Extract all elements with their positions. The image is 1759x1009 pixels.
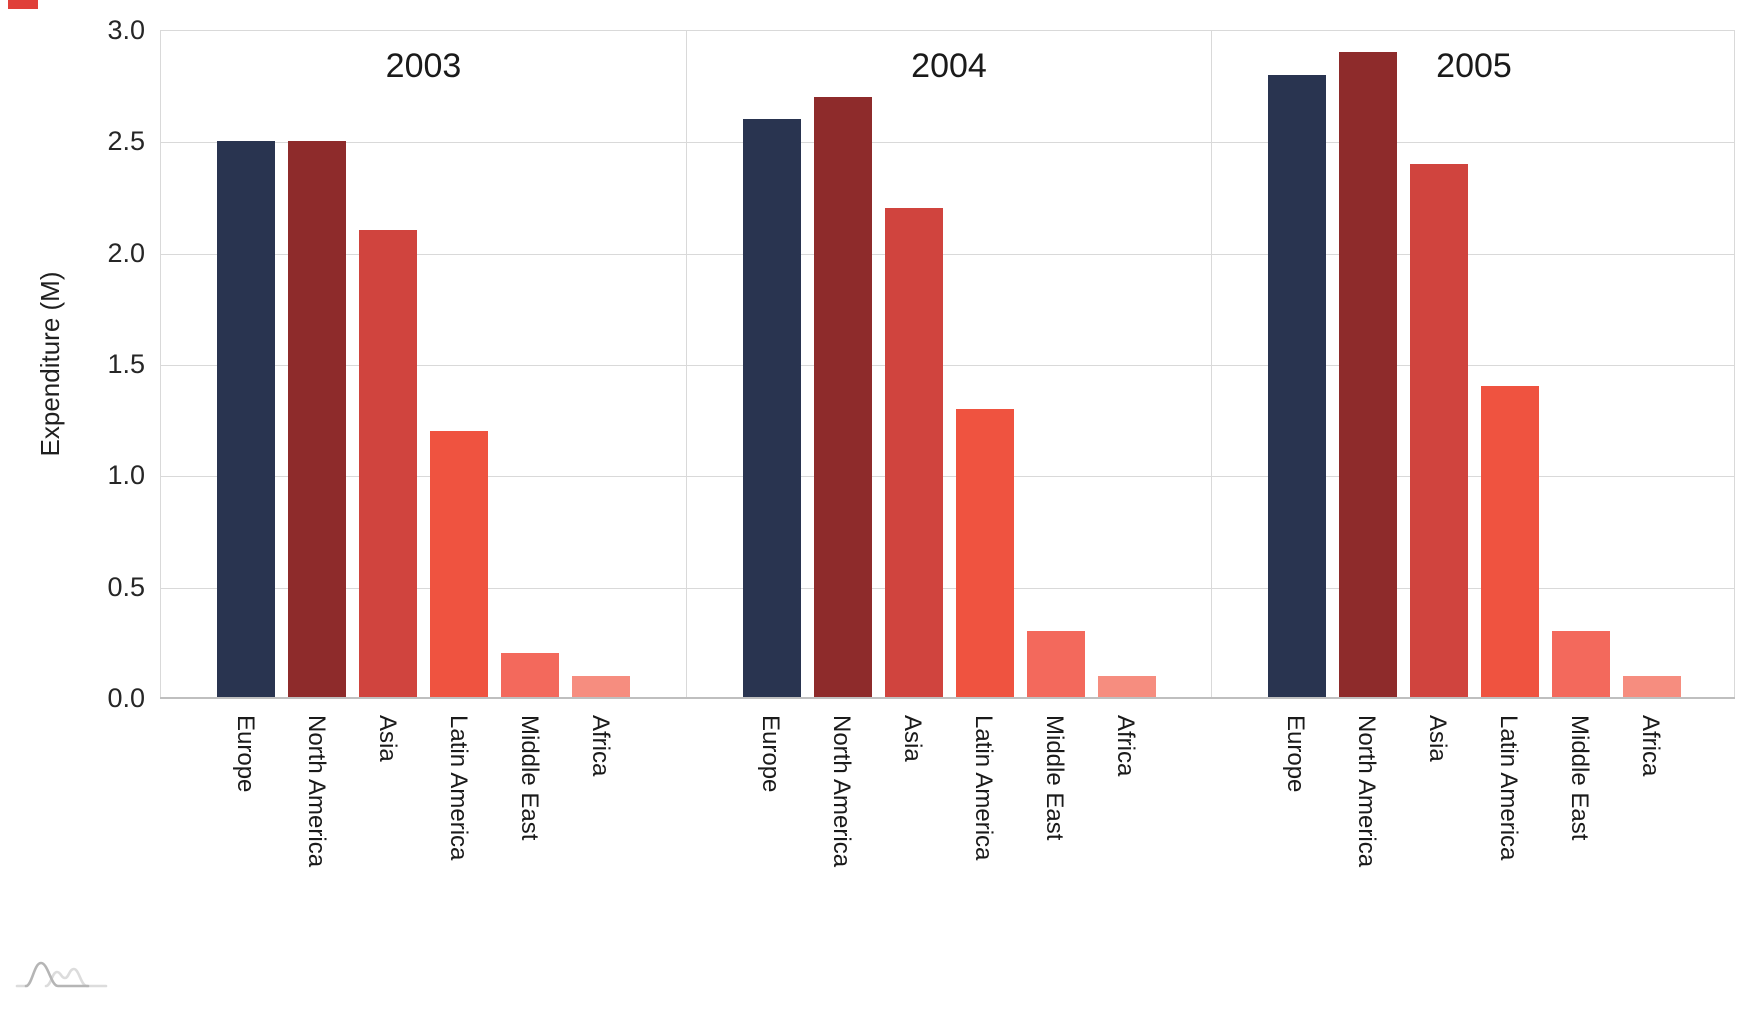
x-tick-label: Africa: [1112, 715, 1139, 777]
facet-panel-2004: 2004: [686, 31, 1211, 698]
facet-title: 2004: [911, 47, 987, 85]
bar-2005-africa: [1623, 675, 1681, 698]
y-tick-label: 2.0: [107, 237, 145, 268]
x-tick-label: North America: [828, 715, 855, 868]
x-tick-label: Middle East: [1041, 715, 1068, 841]
y-tick-label: 2.5: [107, 126, 145, 157]
x-tick-label: Asia: [899, 715, 926, 762]
x-tick-label: Europe: [757, 715, 784, 793]
bar-2005-europe: [1268, 74, 1326, 698]
x-tick-label: Latin America: [970, 715, 997, 861]
facet-title: 2003: [385, 47, 462, 85]
bar-2003-latin-america: [430, 430, 488, 698]
bar-2005-middle-east: [1552, 631, 1610, 698]
x-tick-label: Europe: [1282, 715, 1309, 793]
distribution-curves-logo: [15, 961, 108, 988]
x-tick-label: Middle East: [516, 715, 543, 841]
y-tick-label: 0.5: [107, 571, 145, 602]
x-tick-label: Africa: [1637, 715, 1664, 777]
red-corner-mark: [8, 0, 38, 9]
gridline: [161, 142, 1734, 144]
bar-2003-middle-east: [501, 653, 559, 698]
x-tick-label: North America: [303, 715, 330, 868]
bar-2004-africa: [1098, 675, 1156, 698]
bar-2003-asia: [359, 230, 417, 698]
y-axis-title: Expenditure (M): [35, 271, 65, 457]
plot-area: 2003 2004 2005: [160, 30, 1735, 698]
x-tick-label: North America: [1353, 715, 1380, 868]
bar-2005-asia: [1410, 163, 1468, 698]
gridline: [161, 587, 1734, 589]
x-tick-label: Asia: [1424, 715, 1451, 762]
facet-panel-2005: 2005: [1211, 31, 1736, 698]
facet-panel-2003: 2003: [161, 31, 686, 698]
bar-2004-asia: [885, 208, 943, 698]
x-tick-label: Africa: [587, 715, 614, 777]
x-axis-line: [160, 697, 1735, 699]
y-tick-label: 1.5: [107, 349, 145, 379]
bar-2003-africa: [572, 675, 630, 698]
bar-2004-north-america: [814, 96, 872, 698]
gridline: [161, 365, 1734, 366]
x-tick-label: Latin America: [1495, 715, 1522, 861]
x-tick-label: Europe: [232, 715, 259, 793]
gridline: [161, 476, 1734, 478]
y-tick-label: 1.0: [107, 460, 145, 491]
bar-2003-north-america: [288, 141, 346, 698]
bar-2003-europe: [217, 141, 275, 698]
x-tick-label: Latin America: [445, 715, 472, 861]
bar-2005-north-america: [1339, 52, 1397, 698]
bar-2004-europe: [743, 119, 801, 698]
x-tick-label: Asia: [374, 715, 401, 762]
gridline: [161, 253, 1734, 255]
x-tick-label: Middle East: [1566, 715, 1593, 841]
bar-2004-latin-america: [956, 408, 1014, 698]
bar-2005-latin-america: [1481, 386, 1539, 698]
bar-2004-middle-east: [1027, 631, 1085, 698]
facet-title: 2005: [1436, 47, 1512, 85]
y-tick-label: 0.0: [107, 683, 145, 713]
y-tick-label: 3.0: [107, 15, 145, 45]
